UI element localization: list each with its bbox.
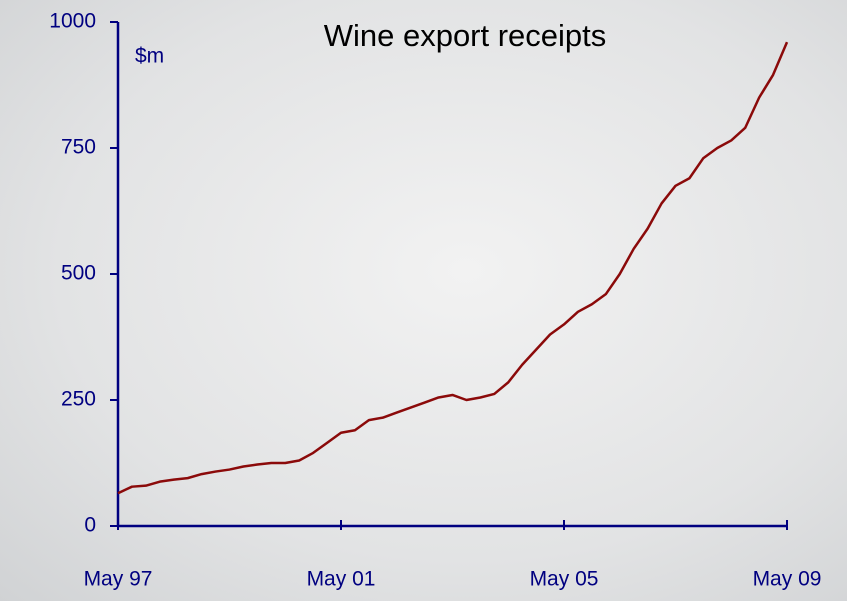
data-line bbox=[117, 41, 789, 495]
y-tick-label: 750 bbox=[61, 136, 96, 159]
x-tick-label: May 97 bbox=[84, 568, 153, 591]
x-tick-label: May 01 bbox=[307, 568, 376, 591]
y-tick-label: 500 bbox=[61, 262, 96, 285]
y-tick-label: 250 bbox=[61, 388, 96, 411]
y-axis-label: $m bbox=[135, 45, 164, 68]
y-tick-label: 1000 bbox=[49, 10, 96, 33]
x-tick-label: May 05 bbox=[530, 568, 599, 591]
chart-title: Wine export receipts bbox=[324, 18, 607, 53]
x-tick-label: May 09 bbox=[753, 568, 822, 591]
y-tick-label: 0 bbox=[84, 514, 96, 537]
